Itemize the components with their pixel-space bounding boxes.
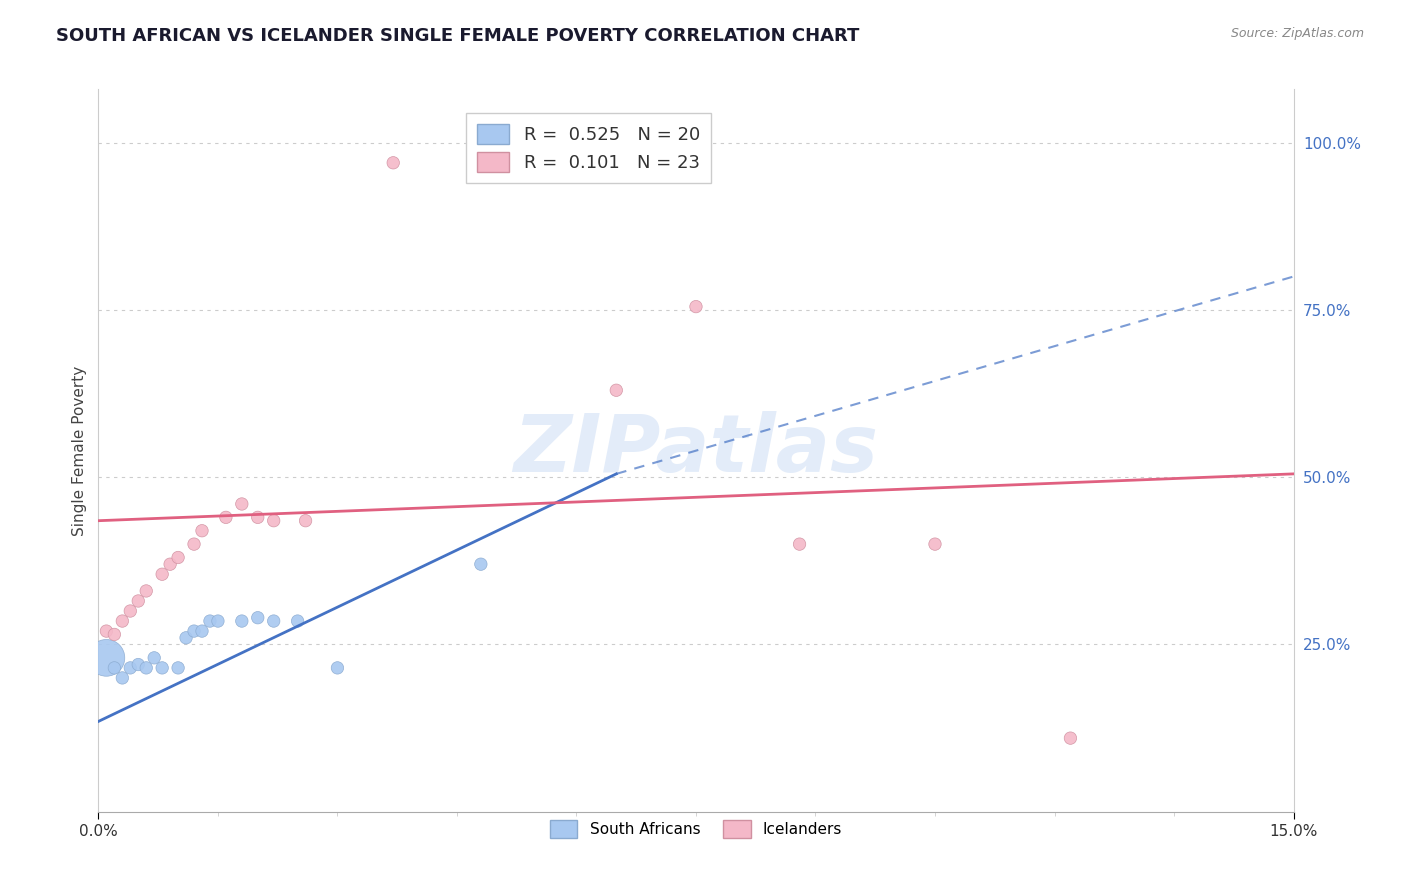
- Point: [246, 611, 269, 625]
- Point: [789, 537, 811, 551]
- Text: ZIPatlas: ZIPatlas: [513, 411, 879, 490]
- Point: [924, 537, 946, 551]
- Point: [103, 627, 125, 641]
- Point: [382, 156, 405, 170]
- Y-axis label: Single Female Poverty: Single Female Poverty: [72, 366, 87, 535]
- Point: [509, 156, 531, 170]
- Point: [326, 661, 349, 675]
- Point: [1059, 731, 1081, 746]
- Point: [96, 651, 118, 665]
- Point: [135, 661, 157, 675]
- Point: [111, 671, 134, 685]
- Point: [207, 614, 229, 628]
- Point: [183, 537, 205, 551]
- Point: [96, 624, 118, 639]
- Text: Source: ZipAtlas.com: Source: ZipAtlas.com: [1230, 27, 1364, 40]
- Point: [120, 661, 142, 675]
- Point: [198, 614, 221, 628]
- Point: [159, 557, 181, 572]
- Point: [174, 631, 197, 645]
- Point: [111, 614, 134, 628]
- Point: [191, 624, 214, 639]
- Point: [685, 300, 707, 314]
- Point: [605, 384, 627, 398]
- Point: [143, 651, 166, 665]
- Point: [231, 497, 253, 511]
- Text: SOUTH AFRICAN VS ICELANDER SINGLE FEMALE POVERTY CORRELATION CHART: SOUTH AFRICAN VS ICELANDER SINGLE FEMALE…: [56, 27, 859, 45]
- Point: [135, 584, 157, 599]
- Point: [103, 661, 125, 675]
- Point: [287, 614, 309, 628]
- Point: [231, 614, 253, 628]
- Point: [191, 524, 214, 538]
- Point: [127, 594, 149, 608]
- Point: [167, 550, 190, 565]
- Point: [215, 510, 238, 524]
- Point: [150, 567, 173, 582]
- Point: [263, 514, 285, 528]
- Point: [127, 657, 149, 672]
- Point: [183, 624, 205, 639]
- Point: [167, 661, 190, 675]
- Point: [263, 614, 285, 628]
- Point: [470, 557, 492, 572]
- Point: [246, 510, 269, 524]
- Point: [120, 604, 142, 618]
- Point: [294, 514, 316, 528]
- Point: [150, 661, 173, 675]
- Legend: South Africans, Icelanders: South Africans, Icelanders: [544, 814, 848, 844]
